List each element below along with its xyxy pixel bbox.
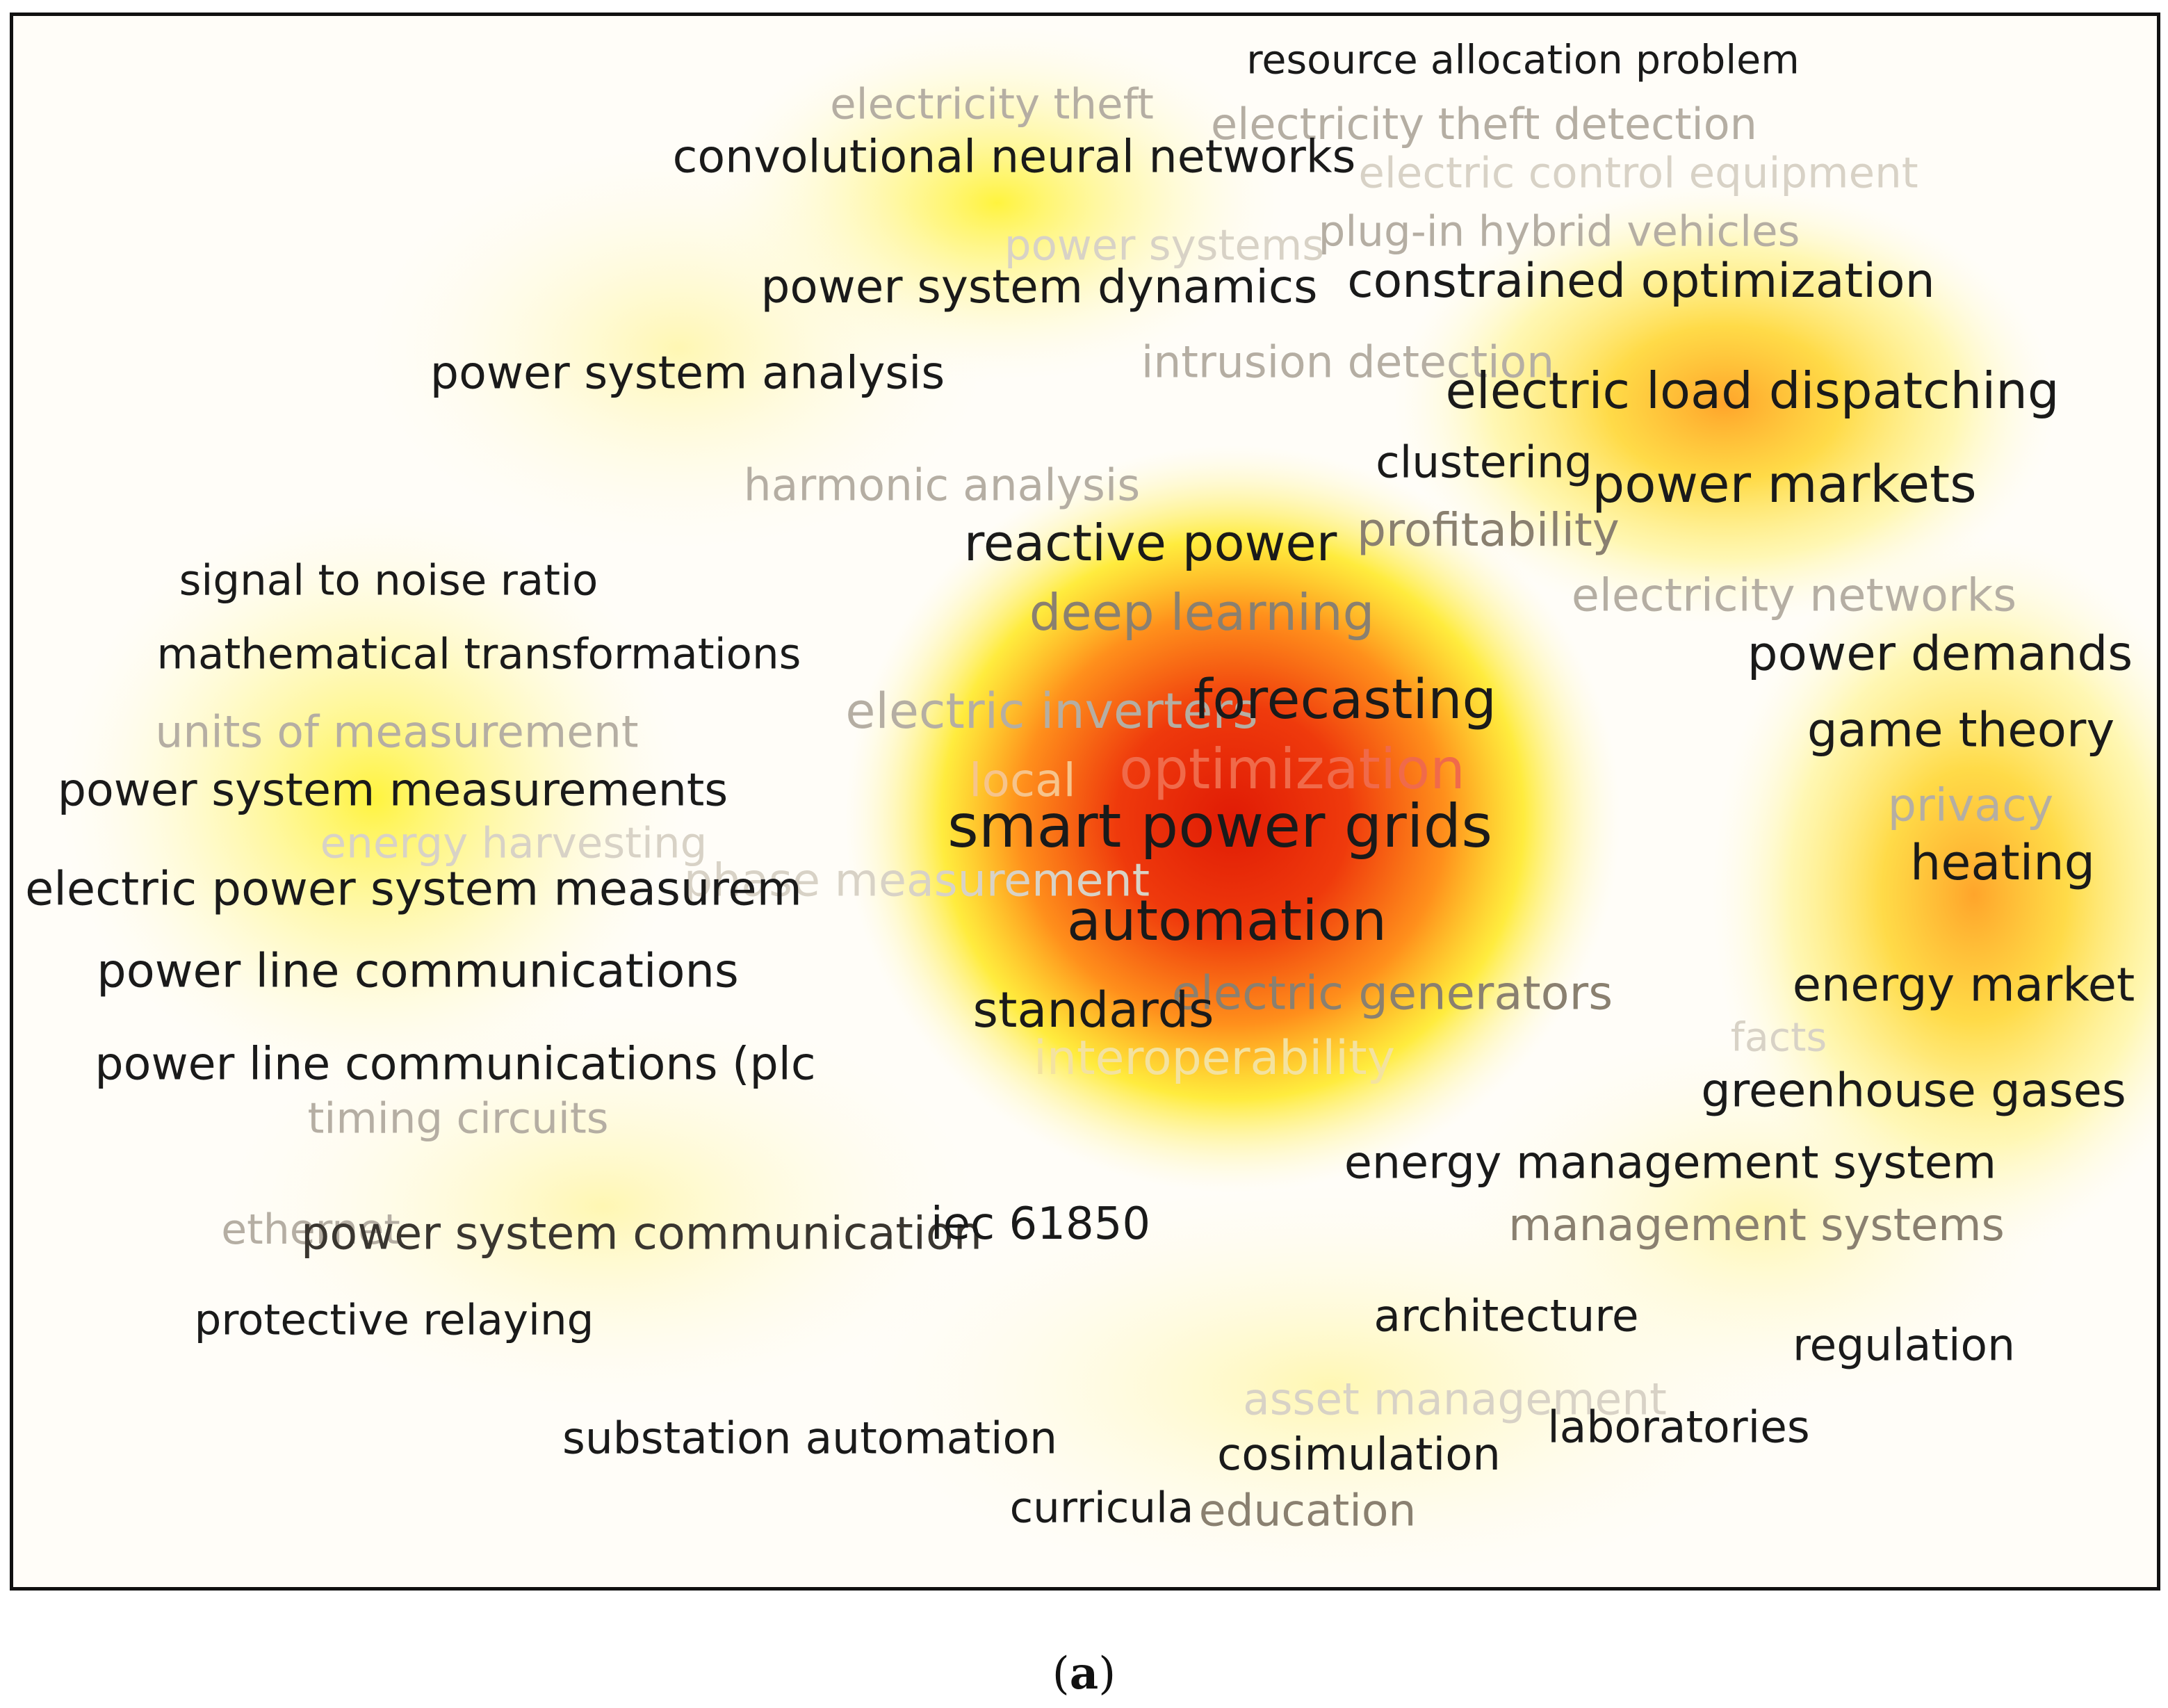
keyword-power-system-measurements: power system measurements: [57, 764, 728, 817]
keyword-asset-management: asset management: [1243, 1374, 1667, 1425]
keyword-constrained-optimization: constrained optimization: [1347, 254, 1935, 309]
keyword-privacy: privacy: [1887, 779, 2054, 832]
keyword-cosimulation: cosimulation: [1217, 1429, 1501, 1481]
keyword-automation: automation: [1066, 888, 1387, 953]
keyword-protective-relaying: protective relaying: [194, 1295, 594, 1345]
keyword-electric-control-equipment: electric control equipment: [1358, 148, 1918, 198]
keyword-iec-61850: iec 61850: [930, 1198, 1151, 1250]
density-blob-pale-lower-right: [1440, 1026, 2078, 1415]
keyword-power-demands: power demands: [1747, 626, 2133, 682]
keyword-convolutional-neural-networks: convolutional neural networks: [672, 131, 1356, 184]
keyword-units-of-measurement: units of measurement: [155, 706, 639, 758]
keyword-education: education: [1198, 1485, 1417, 1536]
keyword-harmonic-analysis: harmonic analysis: [743, 459, 1141, 511]
keyword-local: local: [969, 754, 1076, 807]
keyword-electricity-theft-detection: electricity theft detection: [1211, 99, 1757, 149]
keyword-management-systems: management systems: [1508, 1200, 2005, 1251]
keyword-ethernet: ethernet: [221, 1205, 400, 1254]
keyword-facts: facts: [1730, 1014, 1827, 1061]
density-blob-pale-lower-left: [214, 998, 991, 1415]
keyword-electricity-theft: electricity theft: [830, 79, 1154, 129]
keyword-profitability: profitability: [1357, 503, 1620, 557]
keyword-architecture: architecture: [1374, 1290, 1639, 1342]
density-blob-yellow-left: [54, 500, 692, 1096]
keyword-electric-power-system-measurem: electric power system measurem: [25, 861, 802, 916]
keyword-power-line-communications: power line communications: [97, 943, 739, 998]
keyword-energy-management-system: energy management system: [1344, 1137, 1997, 1189]
keyword-energy-market: energy market: [1792, 957, 2135, 1012]
keyword-standards: standards: [972, 982, 1214, 1039]
density-blob-hot-center: [845, 445, 1621, 1193]
keyword-signal-to-noise-ratio: signal to noise ratio: [179, 555, 598, 605]
keyword-power-system-analysis: power system analysis: [430, 347, 945, 400]
density-blob-pale-top-left: [359, 140, 997, 556]
keyword-electric-inverters: electric inverters: [845, 683, 1258, 740]
keyword-smart-power-grids: smart power grids: [947, 792, 1493, 861]
keyword-greenhouse-gases: greenhouse gases: [1701, 1063, 2126, 1118]
keyword-intrusion-detection: intrusion detection: [1141, 336, 1555, 388]
keyword-phase-measurement: phase measurement: [683, 854, 1150, 907]
density-map: resource allocation problem electricity …: [10, 13, 2160, 1591]
keyword-interoperability: interoperability: [1034, 1031, 1395, 1086]
keyword-power-line-communications-plc: power line communications (plc: [95, 1038, 816, 1091]
keyword-curricula: curricula: [1009, 1483, 1194, 1533]
keyword-optimization: optimization: [1119, 737, 1465, 802]
keyword-forecasting: forecasting: [1193, 669, 1497, 731]
figure-caption: (a): [0, 1648, 2168, 1700]
keyword-heating: heating: [1909, 834, 2096, 891]
density-heat-layer: [13, 16, 2157, 1587]
keyword-electric-generators: electric generators: [1171, 966, 1613, 1020]
keyword-game-theory: game theory: [1807, 702, 2115, 758]
keyword-timing-circuits: timing circuits: [307, 1093, 609, 1144]
keyword-deep-learning: deep learning: [1029, 583, 1375, 642]
keyword-electric-load-dispatching: electric load dispatching: [1445, 361, 2060, 420]
keyword-power-system-communication: power system communication: [301, 1207, 982, 1260]
keyword-power-system-dynamics: power system dynamics: [760, 260, 1318, 314]
keyword-substation-automation: substation automation: [562, 1413, 1058, 1464]
keyword-plug-in-hybrid-vehicles: plug-in hybrid vehicles: [1318, 206, 1800, 257]
keyword-resource-allocation-problem: resource allocation problem: [1246, 37, 1800, 83]
keyword-laboratories: laboratories: [1547, 1401, 1810, 1453]
caption-close: ): [1098, 1648, 1116, 1700]
keyword-energy-harvesting: energy harvesting: [320, 818, 708, 868]
keyword-regulation: regulation: [1793, 1319, 2015, 1371]
density-blob-warm-upper-right: [1392, 181, 2057, 626]
keyword-mathematical-transformations: mathematical transformations: [156, 629, 801, 679]
keyword-electricity-networks: electricity networks: [1571, 569, 2017, 622]
keyword-reactive-power: reactive power: [963, 514, 1337, 572]
caption-open: (: [1052, 1648, 1070, 1700]
keyword-power-systems: power systems: [1004, 220, 1325, 270]
keyword-clustering: clustering: [1376, 437, 1592, 488]
caption-letter: a: [1069, 1648, 1099, 1700]
keyword-power-markets: power markets: [1592, 455, 1977, 514]
